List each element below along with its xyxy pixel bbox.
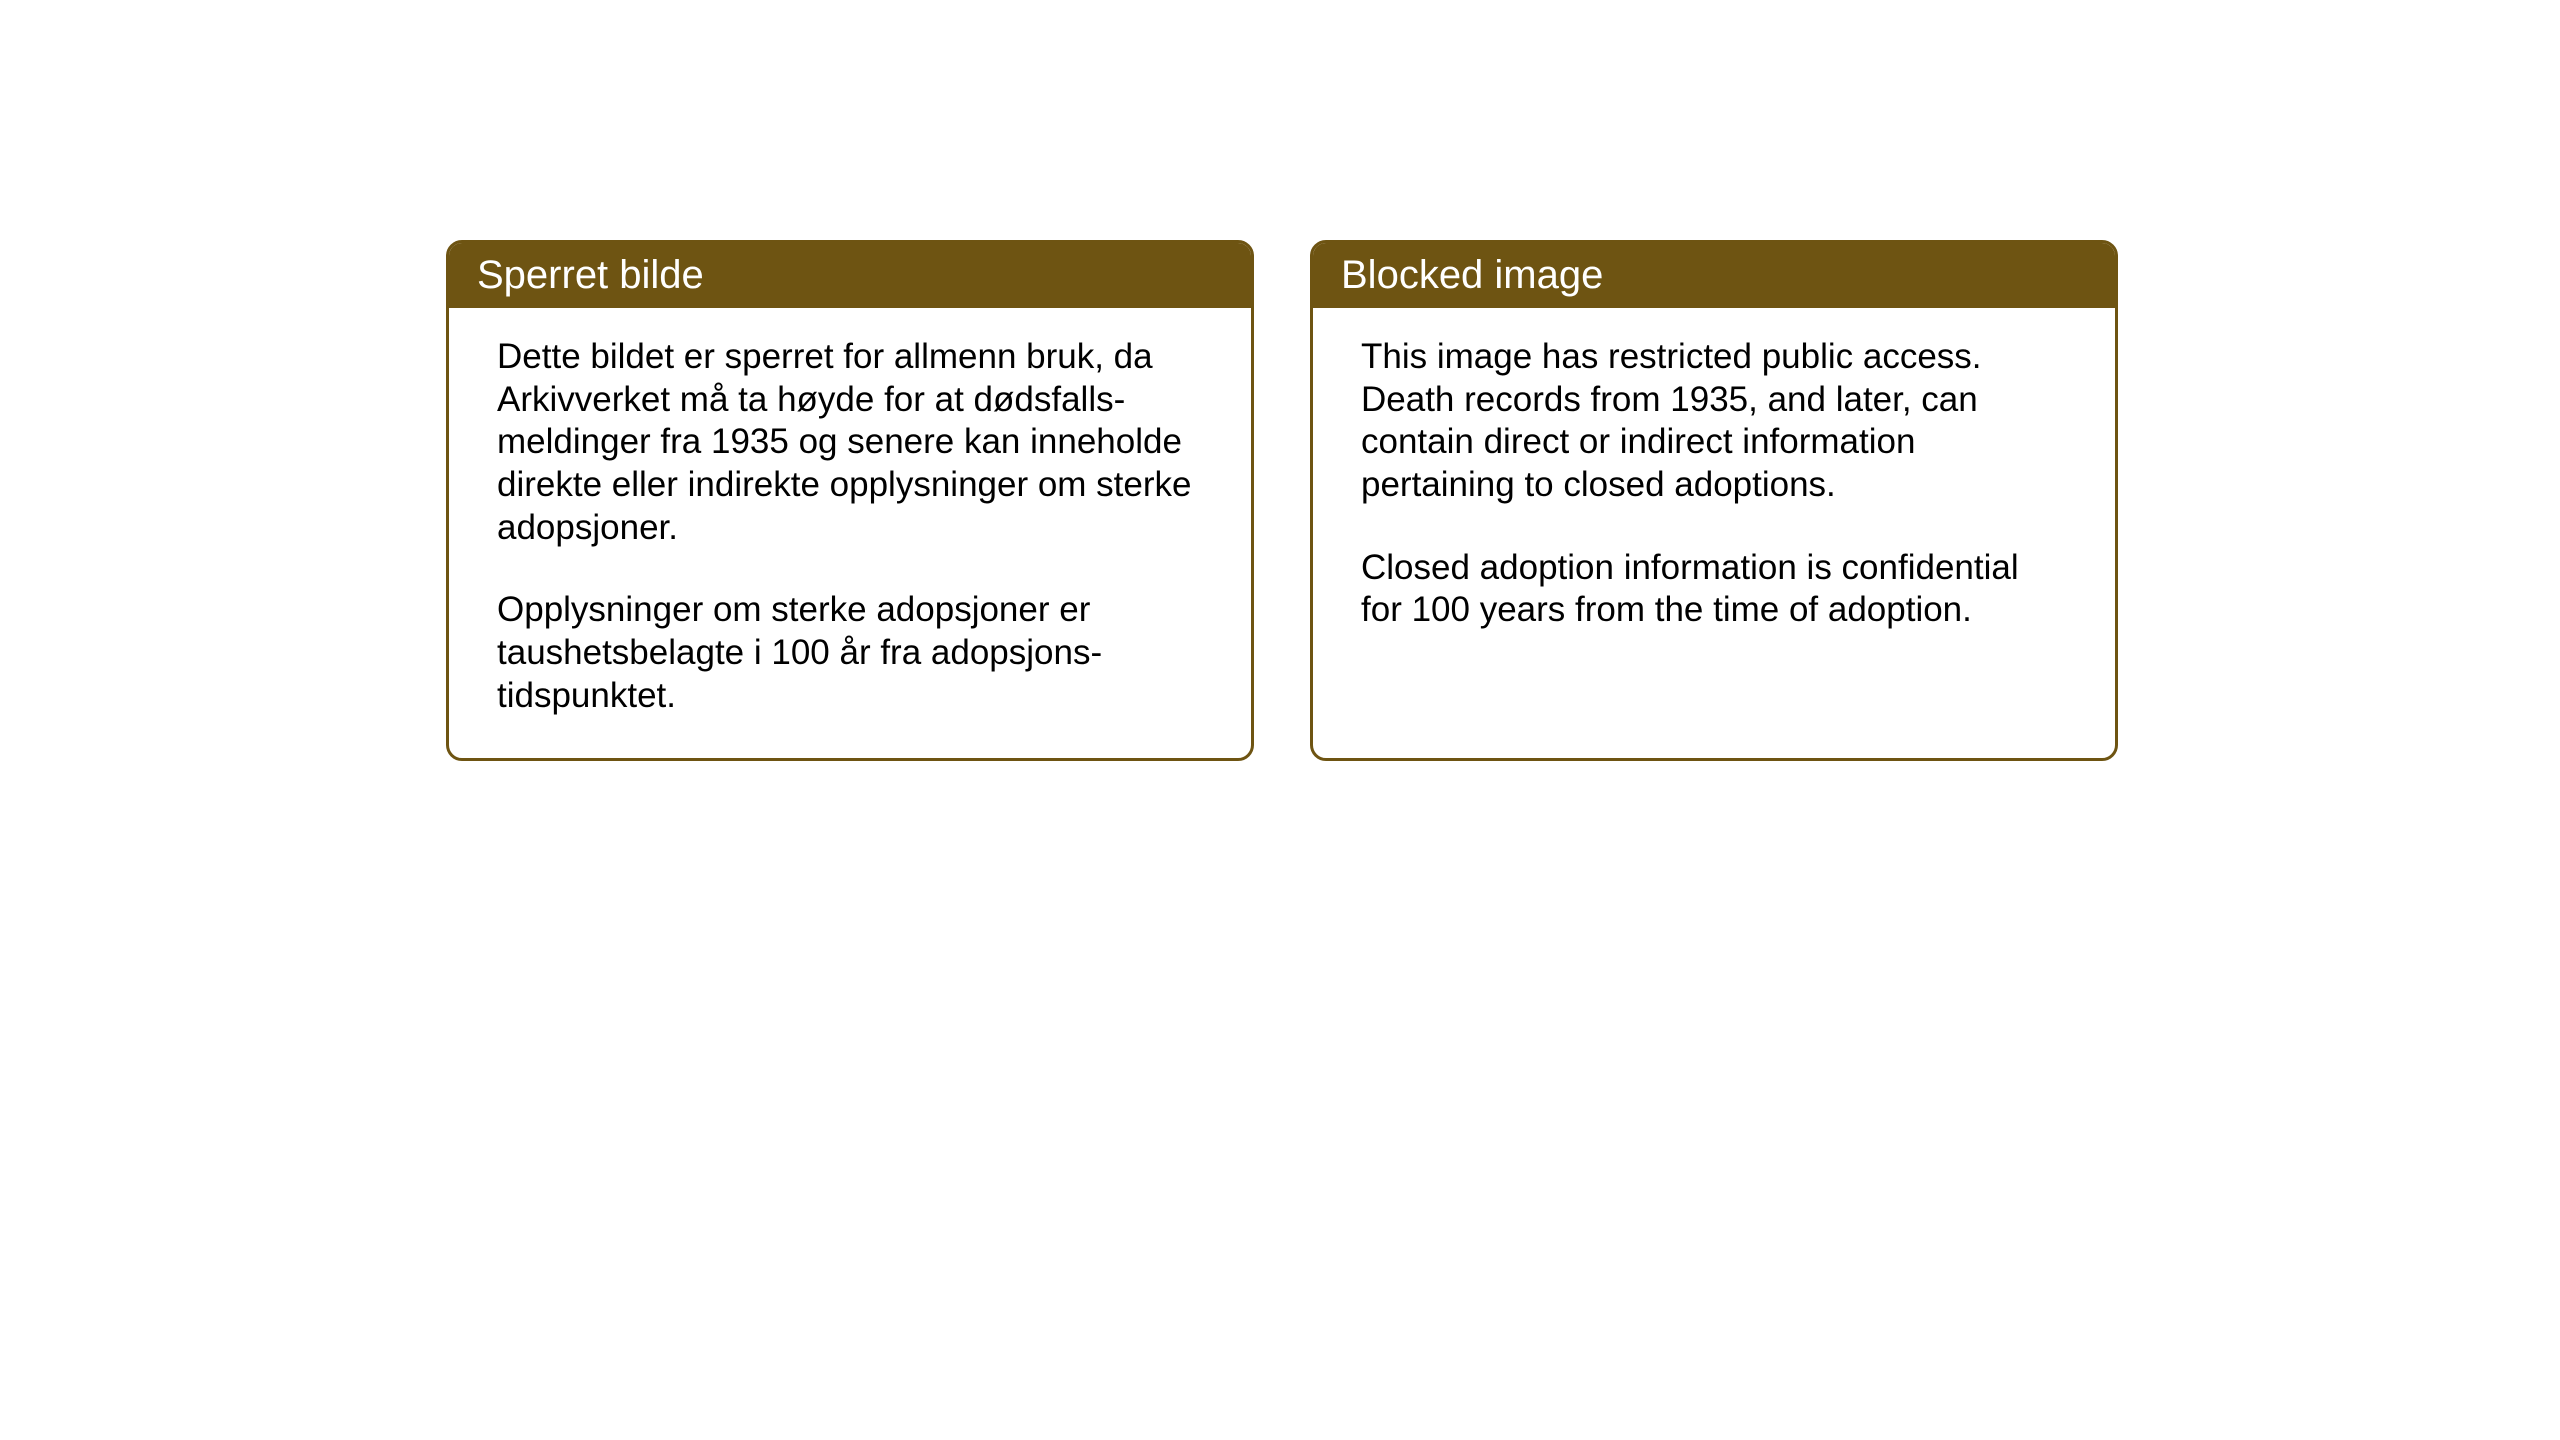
norwegian-card-body: Dette bildet er sperret for allmenn bruk… bbox=[449, 308, 1251, 758]
notice-container: Sperret bilde Dette bildet er sperret fo… bbox=[0, 0, 2560, 761]
english-notice-card: Blocked image This image has restricted … bbox=[1310, 240, 2118, 761]
english-card-title: Blocked image bbox=[1313, 243, 2115, 308]
norwegian-card-title: Sperret bilde bbox=[449, 243, 1251, 308]
norwegian-paragraph-1: Dette bildet er sperret for allmenn bruk… bbox=[497, 336, 1203, 549]
norwegian-paragraph-2: Opplysninger om sterke adopsjoner er tau… bbox=[497, 589, 1203, 717]
english-card-body: This image has restricted public access.… bbox=[1313, 308, 2115, 728]
english-paragraph-2: Closed adoption information is confident… bbox=[1361, 547, 2067, 632]
english-paragraph-1: This image has restricted public access.… bbox=[1361, 336, 2067, 507]
norwegian-notice-card: Sperret bilde Dette bildet er sperret fo… bbox=[446, 240, 1254, 761]
